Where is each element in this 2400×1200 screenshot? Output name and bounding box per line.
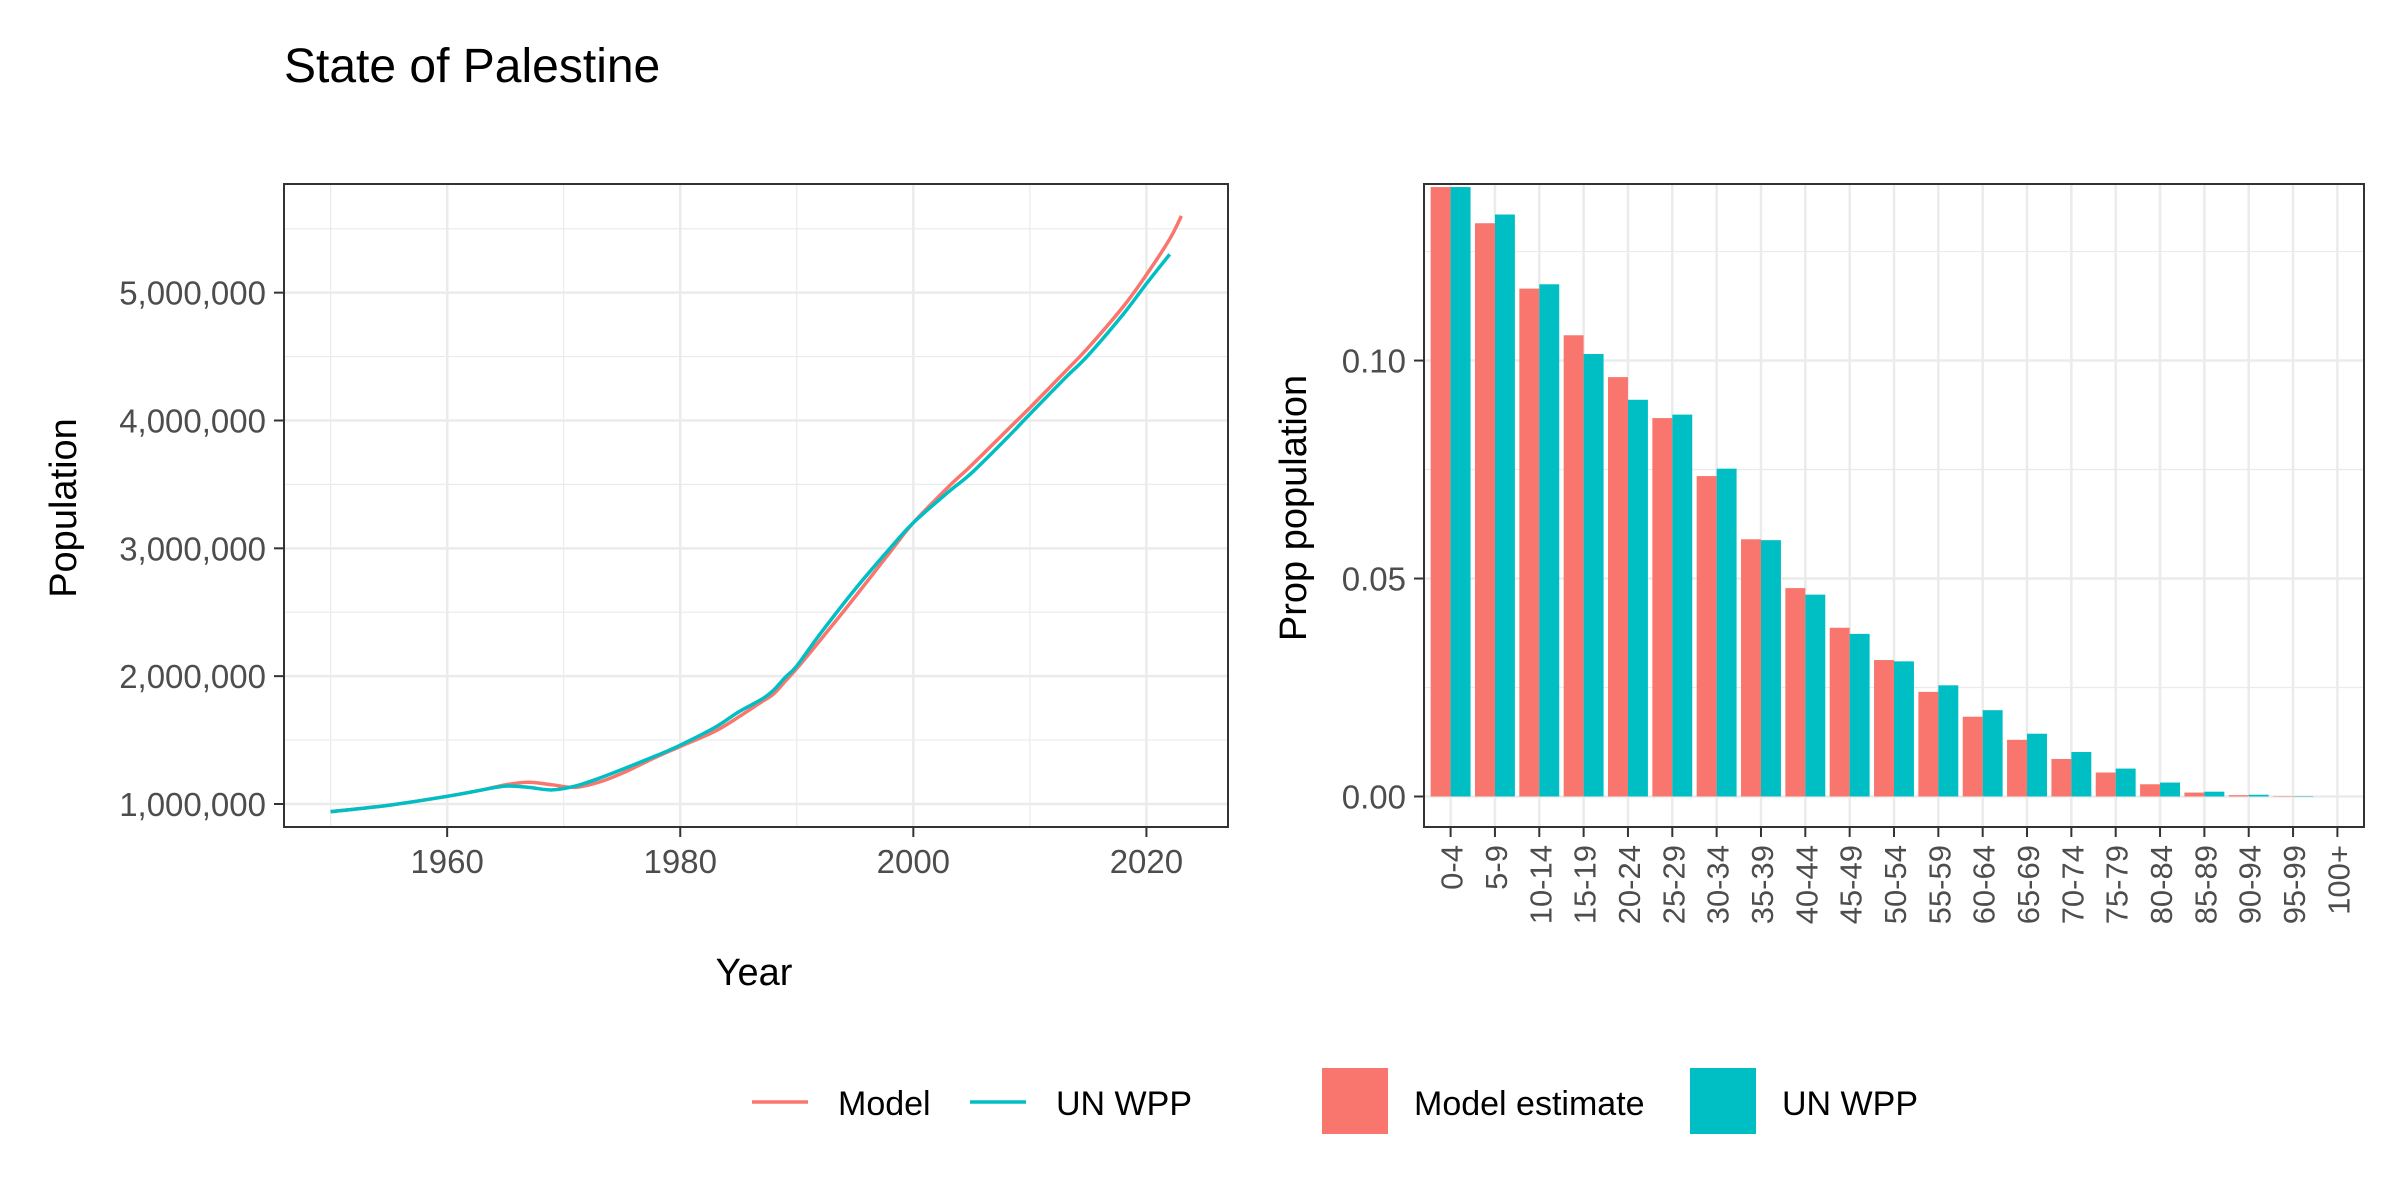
x-tick-label: 90-94 (2233, 845, 2268, 924)
bar-unwpp-5-9 (1494, 214, 1515, 797)
line-legend: Model UN WPP (752, 1085, 1192, 1123)
bar-unwpp-10-14 (1539, 284, 1560, 797)
x-tick-label: 35-39 (1745, 845, 1780, 924)
bar-model-estimate-75-79 (2095, 772, 2116, 797)
bar-chart-x-axis: 0-4 5-9 10-14 15-19 20-24 25-29 30-34 35-39 40-4… (1435, 827, 2356, 924)
bar-model-estimate-65-69 (2007, 739, 2028, 797)
x-tick-label: 100+ (2321, 845, 2356, 915)
x-tick-label: 40-44 (1789, 845, 1824, 924)
line-chart-x-axis: 1960 1980 2000 2020 (410, 827, 1183, 880)
x-tick-label: 80-84 (2144, 845, 2179, 924)
x-tick-label: 10-14 (1523, 845, 1558, 924)
bar-unwpp-0-4 (1450, 187, 1471, 797)
x-tick-label: 30-34 (1701, 845, 1736, 924)
bar-unwpp-80-84 (2160, 782, 2180, 797)
x-tick-label: 65-69 (2011, 845, 2046, 924)
bar-model-estimate-90-94 (2228, 795, 2249, 797)
bar-unwpp-75-79 (2115, 768, 2136, 797)
line-chart-y-axis: 1,000,000 2,000,000 3,000,000 4,000,000 5,00… (119, 275, 284, 823)
bar-model-estimate-80-84 (2140, 784, 2161, 797)
legend-key-model-estimate (1322, 1068, 1388, 1134)
series-line-model (330, 215, 1183, 814)
bar-unwpp-70-74 (2071, 752, 2092, 797)
bar-chart-y-axis-title: Prop population (1273, 375, 1315, 641)
y-tick-label: 0.00 (1342, 778, 1406, 815)
x-tick-label: 70-74 (2055, 845, 2090, 924)
bar-model-estimate-15-19 (1563, 335, 1584, 797)
bar-model-estimate-5-9 (1474, 223, 1495, 797)
line-chart-grid (284, 184, 1228, 827)
x-tick-label: 1980 (644, 843, 717, 880)
y-tick-label: 2,000,000 (119, 658, 266, 695)
legend-label-unwpp-line: UN WPP (1056, 1085, 1192, 1123)
x-tick-label: 85-89 (2188, 845, 2223, 924)
bar-model-estimate-50-54 (1874, 660, 1894, 797)
bar-unwpp-90-94 (2248, 794, 2269, 797)
bar-unwpp-50-54 (1894, 661, 1914, 797)
line-chart-panel-border (283, 183, 1229, 828)
bar-unwpp-35-39 (1760, 540, 1781, 797)
x-tick-label: 20-24 (1612, 845, 1647, 924)
bar-unwpp-65-69 (2027, 733, 2047, 797)
x-tick-label: 15-19 (1568, 845, 1603, 924)
age-distribution-bar-chart: 0-4 5-9 10-14 15-19 20-24 25-29 30-34 35-39 40-4… (1273, 183, 2365, 924)
figure-title: State of Palestine (284, 40, 660, 93)
bar-chart-y-axis: 0.00 0.05 0.10 (1342, 343, 1424, 815)
bar-model-estimate-85-89 (2184, 792, 2205, 797)
bar-model-estimate-20-24 (1608, 377, 1628, 797)
bar-model-estimate-25-29 (1652, 418, 1673, 797)
y-tick-label: 0.10 (1342, 343, 1406, 380)
x-tick-label: 60-64 (1967, 845, 2002, 924)
x-tick-label: 45-49 (1834, 845, 1869, 924)
bar-unwpp-55-59 (1938, 685, 1959, 797)
bar-unwpp-15-19 (1583, 354, 1604, 797)
y-tick-label: 1,000,000 (119, 786, 266, 823)
x-tick-label: 2000 (877, 843, 950, 880)
bar-chart-bars (1430, 187, 2314, 797)
x-tick-label: 55-59 (1922, 845, 1957, 924)
legend-label-model: Model (838, 1085, 931, 1123)
x-tick-label: 25-29 (1656, 845, 1691, 924)
line-chart-y-axis-title: Population (43, 418, 85, 598)
bar-unwpp-45-49 (1849, 633, 1870, 797)
x-tick-label: 0-4 (1435, 845, 1470, 890)
x-tick-label: 95-99 (2277, 845, 2312, 924)
population-line-chart: 1960 1980 2000 2020 1,000,000 2,000,000 3,000… (43, 183, 1229, 994)
x-tick-label: 2020 (1110, 843, 1183, 880)
bar-model-estimate-0-4 (1430, 187, 1451, 797)
bar-model-estimate-55-59 (1918, 691, 1939, 797)
bar-unwpp-85-89 (2204, 791, 2225, 797)
bar-model-estimate-60-64 (1962, 716, 1983, 797)
bar-model-estimate-70-74 (2051, 758, 2072, 797)
x-tick-label: 75-79 (2100, 845, 2135, 924)
x-tick-label: 5-9 (1479, 845, 1514, 890)
bar-model-estimate-35-39 (1741, 539, 1761, 797)
y-tick-label: 0.05 (1342, 561, 1406, 598)
bar-model-estimate-30-34 (1696, 476, 1717, 797)
bar-unwpp-30-34 (1716, 468, 1737, 797)
x-tick-label: 50-54 (1878, 845, 1913, 924)
bar-model-estimate-45-49 (1829, 627, 1850, 797)
legend-label-model-estimate: Model estimate (1414, 1085, 1645, 1123)
bar-unwpp-20-24 (1627, 399, 1648, 797)
y-tick-label: 4,000,000 (119, 402, 266, 439)
y-tick-label: 5,000,000 (119, 275, 266, 312)
bar-unwpp-40-44 (1805, 594, 1826, 797)
line-chart-panel-bg (284, 184, 1228, 827)
bar-legend: Model estimate UN WPP (1322, 1068, 1918, 1134)
bar-model-estimate-40-44 (1785, 588, 1806, 797)
bar-unwpp-25-29 (1672, 414, 1693, 797)
y-tick-label: 3,000,000 (119, 530, 266, 567)
bar-model-estimate-10-14 (1519, 288, 1540, 797)
bar-unwpp-60-64 (1982, 710, 2003, 797)
line-chart-series (330, 215, 1183, 814)
line-chart-x-axis-title: Year (716, 952, 793, 994)
series-line-unwpp (330, 253, 1172, 814)
legend-label-unwpp-bar: UN WPP (1782, 1085, 1918, 1123)
legend-key-unwpp-bar (1690, 1068, 1756, 1134)
x-tick-label: 1960 (410, 843, 483, 880)
